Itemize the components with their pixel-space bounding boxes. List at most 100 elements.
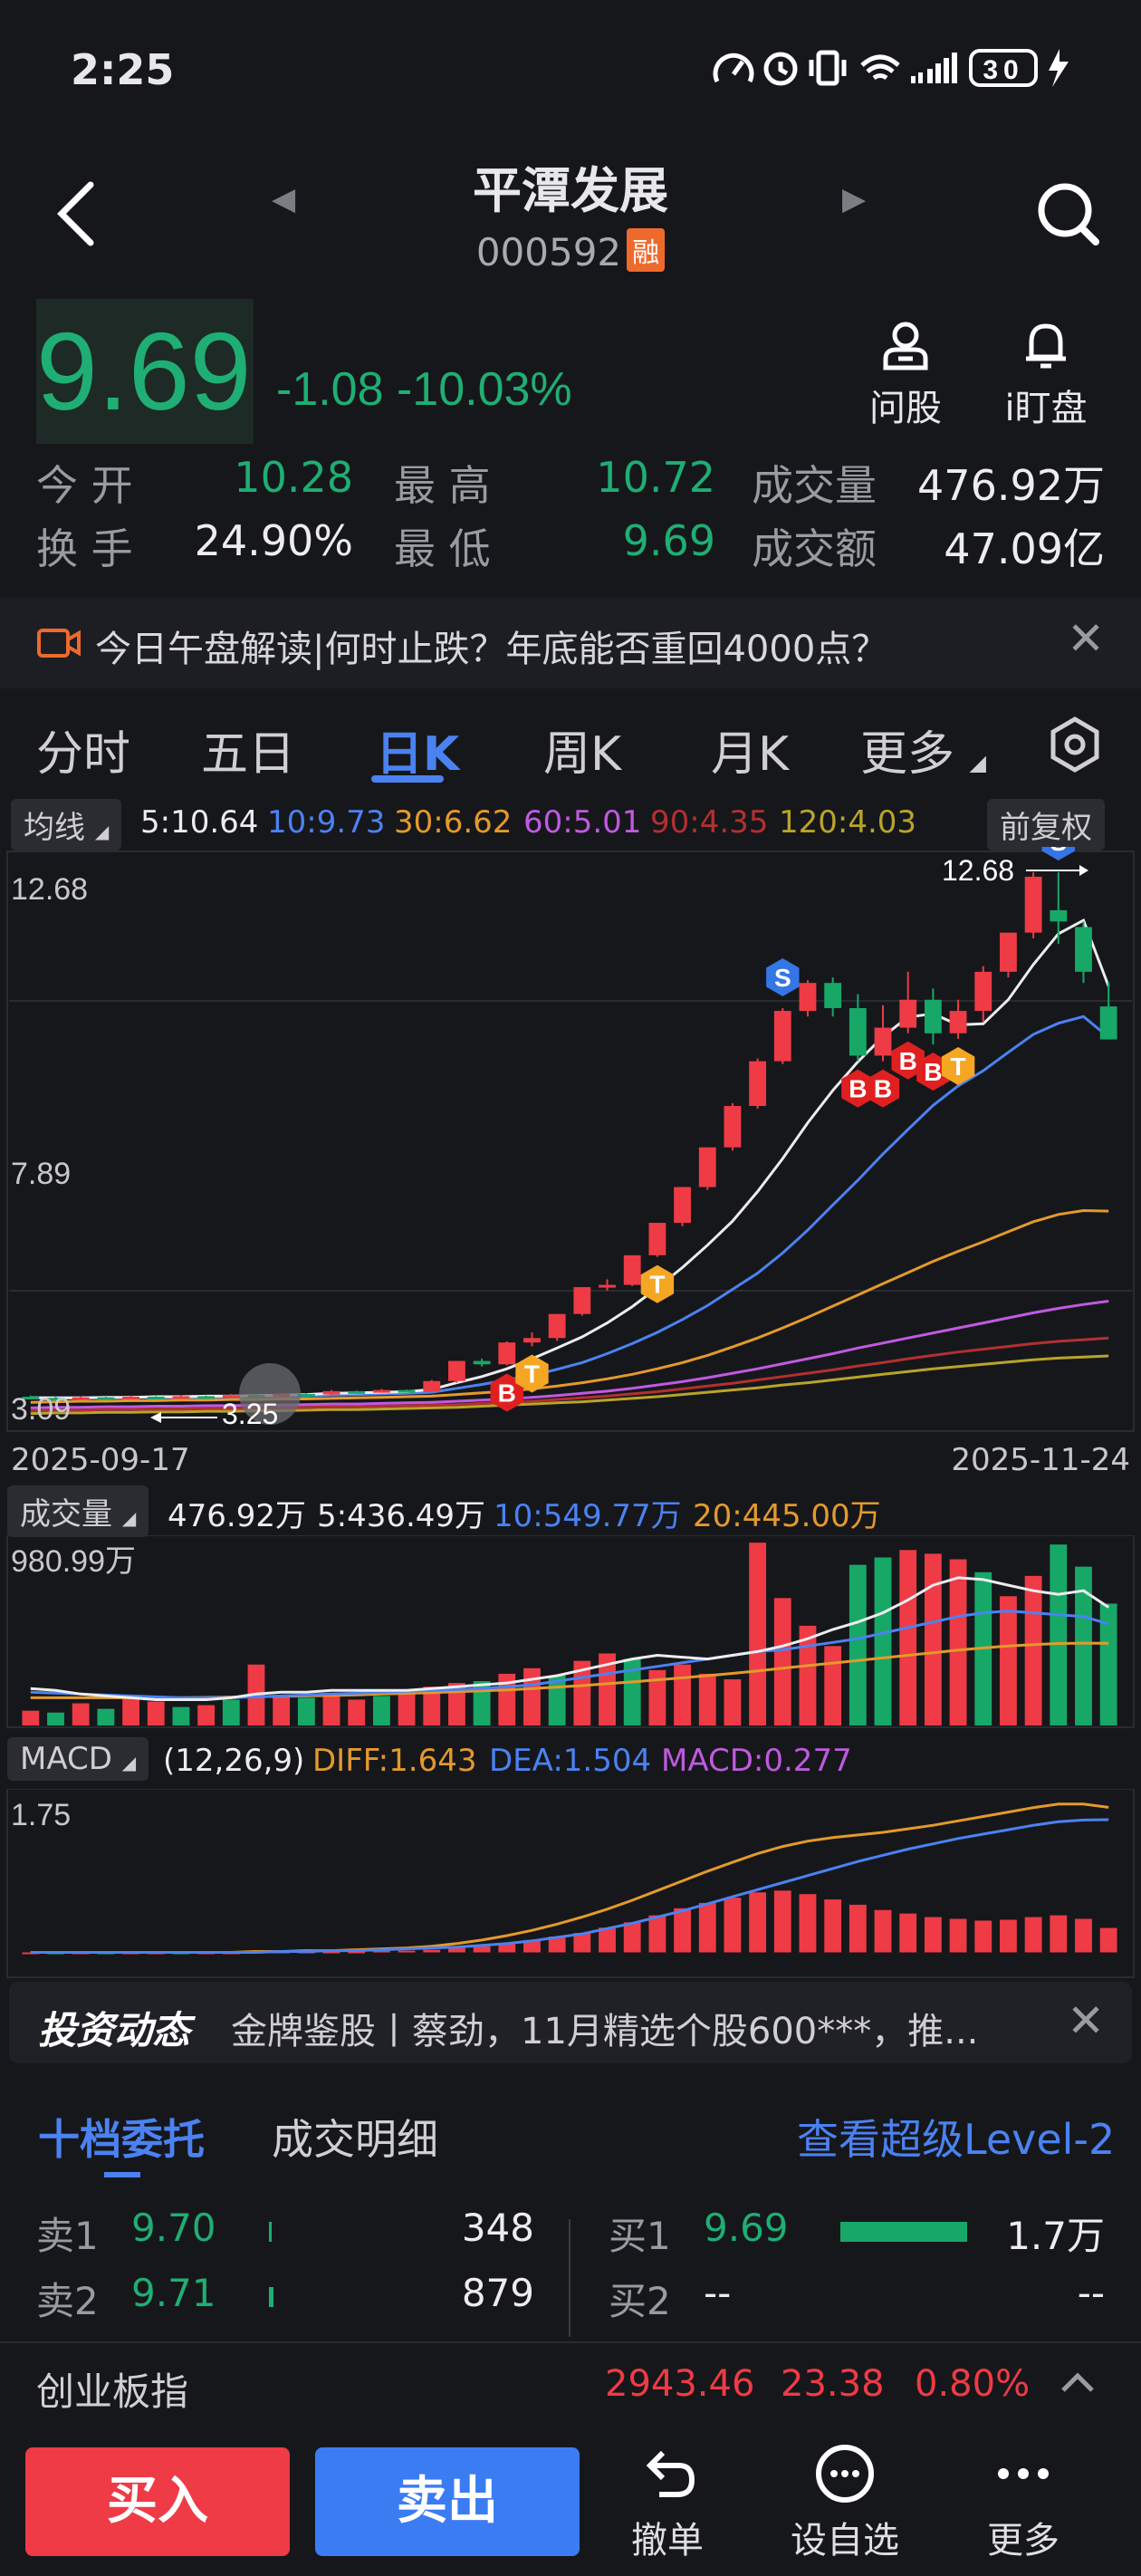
search-button[interactable] [1032, 172, 1105, 254]
candle [548, 1313, 566, 1341]
signal-marker-s: S [766, 958, 800, 996]
chevron-up-icon[interactable] [1058, 2365, 1098, 2398]
svg-text:T: T [649, 1271, 665, 1299]
settings-icon[interactable] [1046, 716, 1104, 774]
macd-value: MACD:0.277 [661, 1743, 852, 1779]
volume-label: 成交量 [20, 1496, 112, 1533]
candle [824, 977, 842, 1017]
status-bar: 2:25 30 [0, 0, 1141, 136]
kline-chart[interactable]: BTTSBBBBTS 12.68 7.89 3.09 12.68 3.25 [0, 847, 1141, 1440]
macd-bar [849, 1904, 867, 1953]
macd-chart[interactable]: 1.75 [0, 1789, 1141, 1979]
tab-daily-k[interactable]: 日K [376, 727, 460, 782]
invest-text: 金牌鉴股丨蔡劲，11月精选个股600***，推... [231, 2011, 979, 2052]
volume-bar [599, 1653, 616, 1725]
volume-frame [6, 1535, 1135, 1728]
macd-dea: DEA:1.504 [489, 1743, 652, 1779]
macd-dea-line [30, 1818, 1109, 1954]
macd-selector[interactable]: MACD ◢ [7, 1737, 149, 1781]
macd-label: MACD [20, 1741, 112, 1777]
date-start: 2025-09-17 [11, 1442, 190, 1478]
signal-marker-b: B [866, 1069, 900, 1108]
candle [473, 1359, 491, 1367]
candle [448, 1360, 465, 1383]
volume-bar [1075, 1566, 1092, 1725]
volume-value: 476.92万 [917, 461, 1105, 510]
svg-text:S: S [774, 964, 791, 992]
volume-bar [97, 1708, 115, 1725]
buy2-label: 买2 [609, 2279, 671, 2323]
volume-ma5-line [30, 1576, 1110, 1701]
news-text: 今日午盘解读|何时止跌？年底能否重回4000点？ [95, 629, 888, 670]
ask-stock-button[interactable]: 问股 [851, 317, 960, 431]
volume-ma10-line [30, 1610, 1109, 1699]
tab-intraday[interactable]: 分时 [36, 727, 131, 782]
volume-bar [398, 1690, 416, 1725]
volume-bar [949, 1559, 967, 1725]
tab-monthly-k[interactable]: 月K [711, 727, 790, 782]
volume-bar [799, 1625, 817, 1725]
cancel-order-button[interactable]: 撤单 [595, 2442, 740, 2563]
next-stock-arrow-icon[interactable]: ▶ [842, 181, 867, 217]
ma90-value: 90:4.35 [650, 804, 769, 841]
kline-ma60-line [30, 1300, 1109, 1409]
candle [97, 1397, 115, 1400]
price-highlight [36, 299, 254, 444]
triangle-down-icon: ◢ [121, 1507, 137, 1529]
video-icon [37, 629, 81, 658]
level2-link[interactable]: 查看超级Level-2 [797, 2115, 1116, 2164]
close-icon[interactable]: ✕ [1067, 1994, 1105, 2047]
tab-five-day[interactable]: 五日 [201, 727, 296, 782]
macd-bar [548, 1936, 566, 1953]
more-button[interactable]: 更多 [951, 2442, 1096, 2563]
tab-weekly-k[interactable]: 周K [543, 727, 622, 782]
adjust-selector[interactable]: 前复权 [987, 799, 1105, 851]
watch-button[interactable]: i盯盘 [992, 317, 1100, 431]
news-banner[interactable]: 今日午盘解读|何时止跌？年底能否重回4000点？ ✕ [0, 598, 1141, 688]
signal-marker-b: B [916, 1053, 950, 1091]
stats-row-1: 今 开 10.28 最 高 10.72 成交量 476.92万 [36, 453, 1105, 516]
invest-news-bar[interactable]: 投资动态 金牌鉴股丨蔡劲，11月精选个股600***，推... ✕ [9, 1982, 1132, 2063]
candle [648, 1223, 666, 1257]
add-watchlist-button[interactable]: 设自选 [772, 2442, 917, 2563]
tab-more[interactable]: 更多 ◢ [860, 716, 986, 783]
close-icon[interactable]: ✕ [1067, 612, 1105, 665]
kline-markers: BTTSBBBBTS [490, 847, 1075, 1412]
sell-button[interactable]: 卖出 [315, 2447, 580, 2556]
volume-label: 成交量 [752, 461, 877, 510]
back-button[interactable] [45, 172, 109, 254]
tab-ten-level-orders[interactable]: 十档委托 [38, 2115, 205, 2164]
volume-selector[interactable]: 成交量 ◢ [7, 1485, 149, 1537]
volume-legend: 成交量 ◢ 476.92万 5:436.49万 10:549.77万 20:44… [0, 1485, 1141, 1537]
prev-stock-arrow-icon[interactable]: ◀ [272, 181, 296, 217]
macd-bar [448, 1947, 465, 1953]
active-tab-indicator [371, 775, 444, 783]
sell1-price: 9.70 [131, 2206, 216, 2250]
battery-icon [969, 49, 1038, 87]
active-tab-indicator [104, 2172, 140, 2177]
ma-label: 均线 [24, 810, 85, 846]
ma60-value: 60:5.01 [523, 804, 642, 841]
macd-bars [22, 1890, 1117, 1955]
index-ticker[interactable]: 创业板指 2943.46 23.38 0.80% [0, 2341, 1141, 2423]
macd-bar [899, 1913, 917, 1953]
signal-marker-t: T [515, 1354, 549, 1393]
high-label: 最 高 [394, 461, 491, 510]
candle [1000, 932, 1017, 978]
kline-ma90-line [30, 1336, 1109, 1412]
tab-trade-details[interactable]: 成交明细 [272, 2115, 438, 2164]
buy1-qty: 1.7万 [1006, 2214, 1105, 2258]
macd-bar [674, 1908, 691, 1953]
triangle-down-icon: ◢ [969, 750, 987, 775]
svg-text:B: B [849, 1075, 867, 1103]
ma-selector[interactable]: 均线 ◢ [11, 799, 122, 851]
buy-button[interactable]: 买入 [25, 2447, 290, 2556]
amount-label: 成交额 [752, 524, 877, 573]
volume-bar [1099, 1603, 1117, 1725]
macd-bar [974, 1920, 992, 1953]
volume-chart[interactable]: 980.99万 [0, 1535, 1141, 1730]
candle [197, 1395, 216, 1399]
sell2-bar [269, 2287, 273, 2307]
change-percent: -10.03% [396, 363, 572, 416]
turnover-value: 24.90% [194, 516, 353, 565]
